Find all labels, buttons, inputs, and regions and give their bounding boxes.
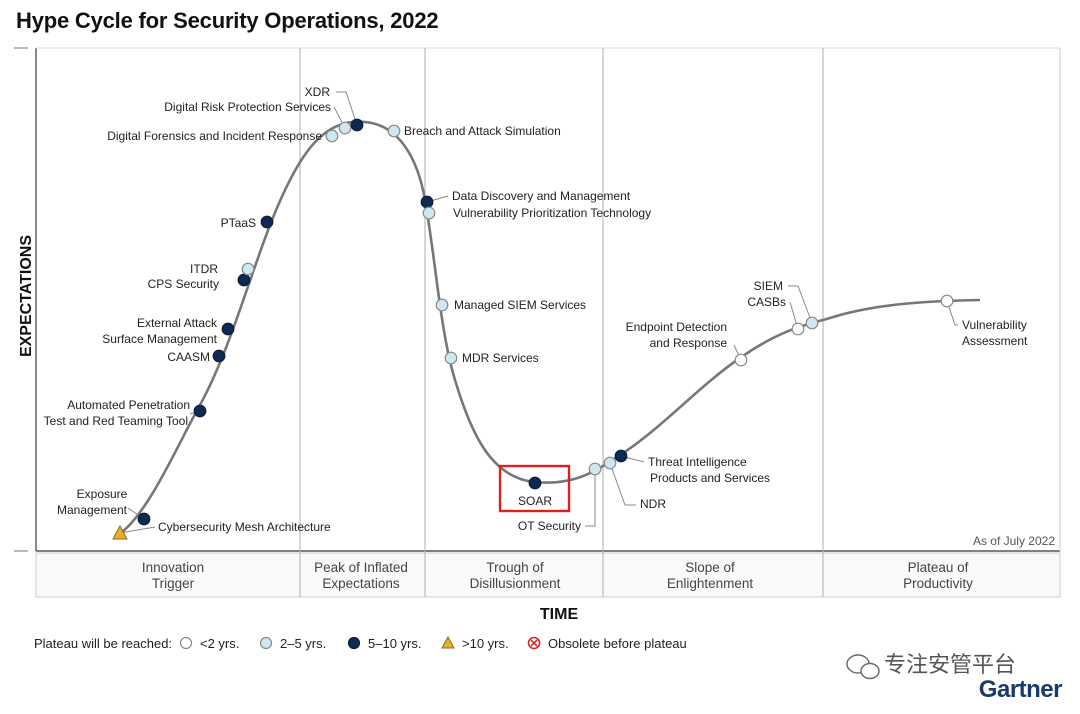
legend-obsolete-cross-b xyxy=(530,639,538,647)
label-caasm: CAASM xyxy=(167,350,210,364)
label-cybersecurity-mesh-architecture: Cybersecurity Mesh Architecture xyxy=(158,520,331,534)
marker-threat-intelligence-products-and-services xyxy=(614,449,628,463)
label-vulnerability-assessment-line-2: Assessment xyxy=(962,334,1028,348)
watermark-text: 专注安管平台 xyxy=(884,652,1016,677)
label-data-discovery-and-management: Data Discovery and Management xyxy=(452,189,631,203)
chart-title: Hype Cycle for Security Operations, 2022 xyxy=(16,8,439,33)
marker-digital-risk-protection-services xyxy=(338,121,352,135)
phase-band xyxy=(35,552,1061,598)
legend-2-yrs-icon xyxy=(179,636,193,650)
leader-line-cybersecurity-mesh-architecture xyxy=(119,526,156,534)
leader-line-xdr xyxy=(336,91,358,126)
label-external-attack-surface-management-line-1: External Attack xyxy=(137,316,218,330)
marker-automated-penetration-test-and-red-teaming-tool xyxy=(193,404,207,418)
label-ptaas: PTaaS xyxy=(221,216,256,230)
label-exposure-management-line-2: Management xyxy=(57,503,128,517)
leader-line-ndr xyxy=(609,462,636,506)
phase-label-plateau-of-productivity-line-2: Productivity xyxy=(903,576,973,591)
marker-cybersecurity-mesh-architecture xyxy=(112,524,128,540)
phase-label-slope-of-enlightenment-line-1: Slope of xyxy=(685,560,735,575)
legend-label-2to5: 2–5 yrs. xyxy=(280,636,326,651)
marker-cps-security xyxy=(237,273,251,287)
label-mdr-services: MDR Services xyxy=(462,351,539,365)
leader-line-vulnerability-assessment xyxy=(946,300,958,326)
marker-digital-forensics-and-incident-response xyxy=(325,129,339,143)
wechat-icon xyxy=(846,654,880,680)
label-digital-risk-protection-services: Digital Risk Protection Services xyxy=(164,100,331,114)
label-siem: SIEM xyxy=(754,279,783,293)
legend-5-10-yrs-icon xyxy=(347,636,361,650)
label-threat-intelligence-products-and-services-line-2: Products and Services xyxy=(650,471,770,485)
phase-label-plateau-of-productivity-line-1: Plateau of xyxy=(908,560,969,575)
label-threat-intelligence-products-and-services-line-1: Threat Intelligence xyxy=(648,455,747,469)
hype-curve xyxy=(121,120,981,534)
marker-ptaas xyxy=(260,215,274,229)
label-cps-security: CPS Security xyxy=(148,277,219,291)
label-vulnerability-assessment-line-1: Vulnerability xyxy=(962,318,1027,332)
phase-label-slope-of-enlightenment-line-2: Enlightenment xyxy=(667,576,754,591)
leader-line-ot-security xyxy=(585,469,596,527)
label-ndr: NDR xyxy=(640,497,666,511)
phase-label-innovation-trigger-line-2: Trigger xyxy=(152,576,195,591)
leader-line-siem xyxy=(788,285,813,324)
legend-label-5to10: 5–10 yrs. xyxy=(368,636,421,651)
marker-breach-and-attack-simulation xyxy=(387,124,401,138)
x-axis-title: TIME xyxy=(540,606,579,623)
marker-data-discovery-and-management xyxy=(420,195,434,209)
phase-label-peak-of-inflated-expectations-line-1: Peak of Inflated xyxy=(314,560,408,575)
phase-label-innovation-trigger-line-1: Innovation xyxy=(142,560,204,575)
legend-label-obsolete: Obsolete before plateau xyxy=(548,636,687,651)
marker-soar xyxy=(528,476,542,490)
label-breach-and-attack-simulation: Breach and Attack Simulation xyxy=(404,124,561,138)
legend-prefix: Plateau will be reached: xyxy=(34,636,172,651)
legend-10-yrs-icon xyxy=(441,635,455,649)
legend-label-lt2: <2 yrs. xyxy=(200,636,239,651)
gartner-logo: Gartner xyxy=(979,676,1062,703)
marker-ot-security xyxy=(588,462,602,476)
marker-external-attack-surface-management xyxy=(221,322,235,336)
marker-exposure-management xyxy=(137,512,151,526)
marker-siem xyxy=(805,316,819,330)
marker-xdr xyxy=(350,118,364,132)
marker-mdr-services xyxy=(444,351,458,365)
phase-label-trough-of-disillusionment-line-1: Trough of xyxy=(486,560,544,575)
marker-caasm xyxy=(212,349,226,363)
label-digital-forensics-and-incident-response: Digital Forensics and Incident Response xyxy=(107,129,322,143)
legend-label-gt10: >10 yrs. xyxy=(462,636,509,651)
as-of-date: As of July 2022 xyxy=(973,534,1055,548)
marker-itdr xyxy=(241,262,255,276)
label-ot-security: OT Security xyxy=(518,519,581,533)
label-endpoint-detection-and-response-line-1: Endpoint Detection xyxy=(626,320,727,334)
marker-vulnerability-assessment xyxy=(940,294,954,308)
label-vulnerability-prioritization-technology: Vulnerability Prioritization Technology xyxy=(453,206,651,220)
label-automated-penetration-test-and-red-teaming-tool-line-2: Test and Red Teaming Tool xyxy=(44,414,188,428)
highlight-box-soar xyxy=(498,464,571,513)
phase-label-trough-of-disillusionment-line-2: Disillusionment xyxy=(470,576,561,591)
label-managed-siem-services: Managed SIEM Services xyxy=(454,298,586,312)
label-casbs: CASBs xyxy=(747,295,786,309)
label-xdr: XDR xyxy=(305,85,331,99)
label-itdr: ITDR xyxy=(190,262,218,276)
label-exposure-management-line-1: Exposure xyxy=(77,487,128,501)
label-external-attack-surface-management-line-2: Surface Management xyxy=(102,332,217,346)
marker-managed-siem-services xyxy=(435,298,449,312)
phase-label-peak-of-inflated-expectations-line-2: Expectations xyxy=(322,576,400,591)
y-axis-title: EXPECTATIONS xyxy=(18,235,35,357)
marker-vulnerability-prioritization-technology xyxy=(422,206,436,220)
wechat-bubble-small xyxy=(860,662,880,680)
marker-ndr xyxy=(603,456,617,470)
label-automated-penetration-test-and-red-teaming-tool-line-1: Automated Penetration xyxy=(67,398,190,412)
legend-2-5-yrs-icon xyxy=(259,636,273,650)
label-soar: SOAR xyxy=(518,494,552,508)
marker-casbs xyxy=(791,322,805,336)
label-endpoint-detection-and-response-line-2: and Response xyxy=(650,336,728,350)
marker-endpoint-detection-and-response xyxy=(734,353,748,367)
